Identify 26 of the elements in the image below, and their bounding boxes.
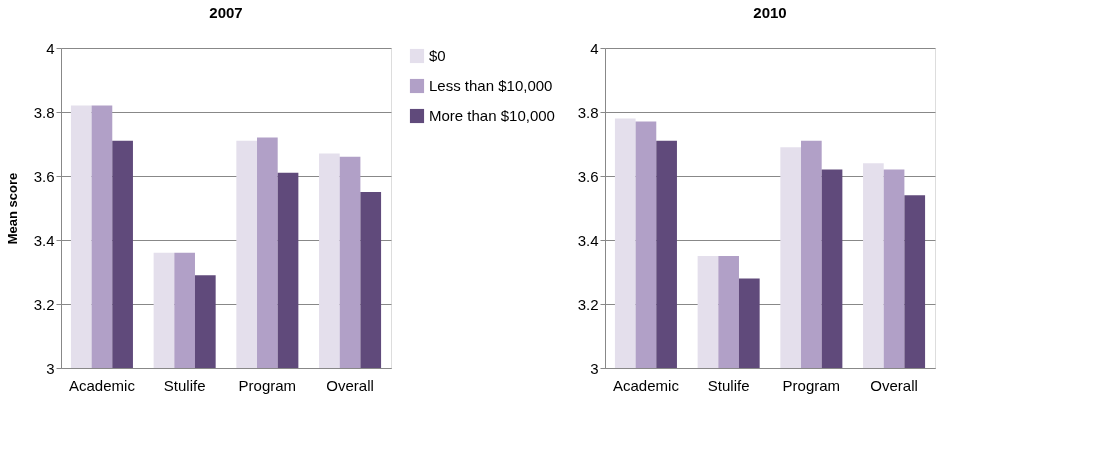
y-tick-label: 3.6 <box>577 167 599 185</box>
x-tick-label: Stulife <box>707 376 750 394</box>
y-axis-title: Mean score <box>4 172 20 245</box>
x-tick-label: Program <box>782 376 841 394</box>
legend-label: $0 <box>429 47 446 64</box>
y-tick-label: 3.6 <box>33 167 55 185</box>
y-tick-label: 3.2 <box>33 295 55 313</box>
x-tick-label: Program <box>238 376 297 394</box>
chart-title: 2007 <box>209 4 243 21</box>
legend-label: Less than $10,000 <box>429 77 553 94</box>
legend-label: More than $10,000 <box>429 107 555 124</box>
x-tick-label: Stulife <box>163 376 206 394</box>
y-tick-label: 3.8 <box>33 103 55 121</box>
y-tick-label: 4 <box>46 39 55 57</box>
x-tick-label: Overall <box>870 376 918 394</box>
y-tick-label: 3.2 <box>577 295 599 313</box>
chart-title: 2010 <box>753 4 787 21</box>
y-tick-label: 3 <box>46 359 55 377</box>
y-tick-label: 4 <box>590 39 599 57</box>
x-tick-label: Academic <box>613 376 680 394</box>
x-tick-label: Overall <box>326 376 374 394</box>
y-tick-label: 3.4 <box>577 231 599 249</box>
y-tick-label: 3 <box>590 359 599 377</box>
y-tick-label: 3.4 <box>33 231 55 249</box>
x-tick-label: Academic <box>69 376 136 394</box>
y-tick-label: 3.8 <box>577 103 599 121</box>
